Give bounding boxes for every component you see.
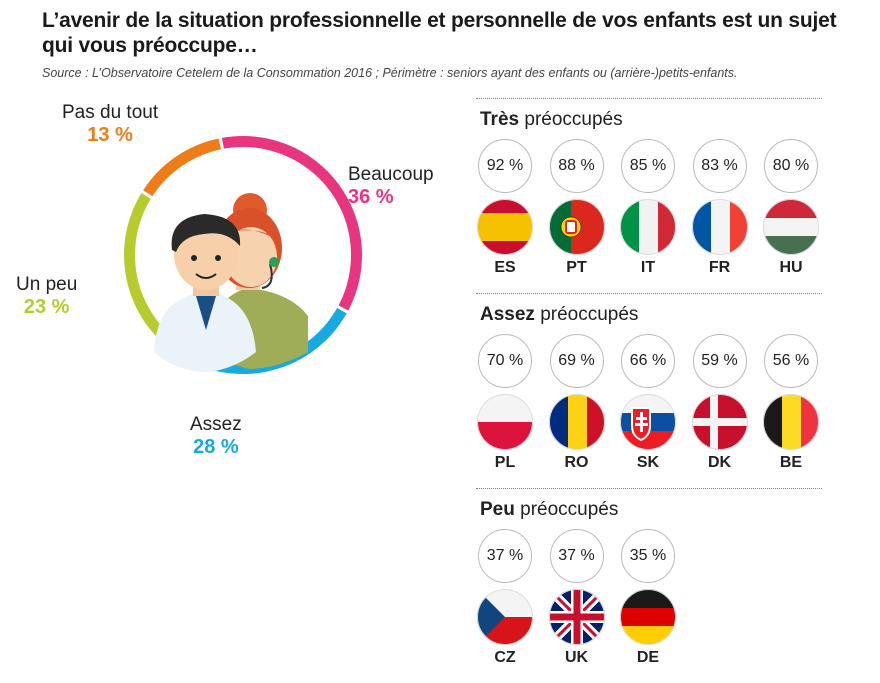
group-title-rest: préoccupés xyxy=(534,304,639,325)
country-value: 88 % xyxy=(549,139,604,193)
donut-label-value: 36 % xyxy=(348,186,394,208)
country-group-assez: Assez préoccupés 70 % PL 69 % RO 66 % SK 59 % DK… xyxy=(476,293,822,488)
pt-flag-icon xyxy=(548,199,605,255)
country-pl: 70 % PL xyxy=(476,334,534,472)
country-value: 56 % xyxy=(764,334,818,388)
hu-flag-icon xyxy=(763,199,819,255)
donut-label-value: 13 % xyxy=(87,124,133,146)
donut-label-text: Pas du tout xyxy=(62,102,159,123)
es-flag-icon xyxy=(477,199,533,255)
chart-title: L’avenir de la situation professionnelle… xyxy=(42,9,837,57)
donut-label-text: Assez xyxy=(190,414,242,435)
donut-label-pas-du-tout: Pas du tout 13 % xyxy=(62,102,158,146)
country-value: 83 % xyxy=(692,139,747,193)
sk-flag-icon xyxy=(620,394,676,450)
country-group-peu: Peu préoccupés 37 % CZ 37 % UK 35 % DE xyxy=(476,488,822,683)
country-be: 56 % BE xyxy=(762,334,820,472)
group-title-rest: préoccupés xyxy=(514,499,619,520)
country-code: UK xyxy=(564,649,589,666)
country-fr: 83 % FR xyxy=(691,139,749,277)
country-value: 37 % xyxy=(549,529,604,583)
country-code: PL xyxy=(494,454,516,471)
country-code: IT xyxy=(640,259,656,276)
country-value: 92 % xyxy=(478,139,532,193)
fr-flag-icon xyxy=(691,199,748,255)
donut-slice-beaucoup xyxy=(221,136,362,311)
country-value: 66 % xyxy=(621,334,675,388)
country-code: DE xyxy=(636,649,660,666)
country-uk: 37 % UK xyxy=(548,529,606,667)
country-code: SK xyxy=(636,454,660,471)
donut-label-value: 28 % xyxy=(193,436,239,458)
de-flag-icon xyxy=(620,589,676,645)
country-de: 35 % DE xyxy=(619,529,677,667)
country-code: HU xyxy=(779,259,803,276)
country-value: 85 % xyxy=(621,139,675,193)
donut-chart xyxy=(123,136,362,374)
pl-flag-icon xyxy=(477,394,533,450)
country-es: 92 % ES xyxy=(476,139,534,277)
donut-label-un-peu: Un peu 23 % xyxy=(16,274,77,318)
donut-label-beaucoup: Beaucoup 36 % xyxy=(348,164,434,208)
donut-label-assez: Assez 28 % xyxy=(190,414,242,458)
country-code: ES xyxy=(494,259,516,276)
donut-label-text: Beaucoup xyxy=(348,164,434,185)
chart-source: Source : L’Observatoire Cetelem de la Co… xyxy=(42,66,738,80)
country-value: 59 % xyxy=(692,334,747,388)
country-code: CZ xyxy=(494,649,516,666)
country-code: RO xyxy=(564,454,589,471)
country-sk: 66 % SK xyxy=(619,334,677,472)
donut-label-text: Un peu xyxy=(16,274,78,295)
group-title-rest: préoccupés xyxy=(519,109,623,130)
country-value: 69 % xyxy=(549,334,604,388)
it-flag-icon xyxy=(620,199,676,255)
country-groups: Très préoccupés 92 % ES 88 % PT 85 % IT 83 % FR 8… xyxy=(476,98,822,683)
country-code: DK xyxy=(707,454,732,471)
country-pt: 88 % PT xyxy=(548,139,606,277)
country-code: PT xyxy=(566,259,587,276)
country-dk: 59 % DK xyxy=(691,334,749,472)
country-value: 35 % xyxy=(621,529,675,583)
group-title-bold: Peu xyxy=(480,499,515,520)
country-code: FR xyxy=(708,259,731,276)
cz-flag-icon xyxy=(477,589,533,645)
group-title: Très préoccupés xyxy=(480,109,623,131)
country-value: 80 % xyxy=(764,139,818,193)
country-code: BE xyxy=(779,454,803,471)
group-title-bold: Très xyxy=(480,109,520,130)
group-title: Peu préoccupés xyxy=(480,499,618,521)
dk-flag-icon xyxy=(691,394,748,450)
group-title-bold: Assez xyxy=(480,304,535,325)
uk-flag-icon xyxy=(548,589,605,645)
ro-flag-icon xyxy=(548,394,605,450)
country-hu: 80 % HU xyxy=(762,139,820,277)
country-value: 70 % xyxy=(478,334,532,388)
country-it: 85 % IT xyxy=(619,139,677,277)
country-value: 37 % xyxy=(478,529,532,583)
country-group-très: Très préoccupés 92 % ES 88 % PT 85 % IT 83 % FR 8… xyxy=(476,98,822,293)
donut-label-value: 23 % xyxy=(23,296,70,318)
country-ro: 69 % RO xyxy=(548,334,606,472)
be-flag-icon xyxy=(763,394,819,450)
people-illustration-icon xyxy=(135,147,351,372)
group-title: Assez préoccupés xyxy=(480,304,638,326)
country-cz: 37 % CZ xyxy=(476,529,534,667)
